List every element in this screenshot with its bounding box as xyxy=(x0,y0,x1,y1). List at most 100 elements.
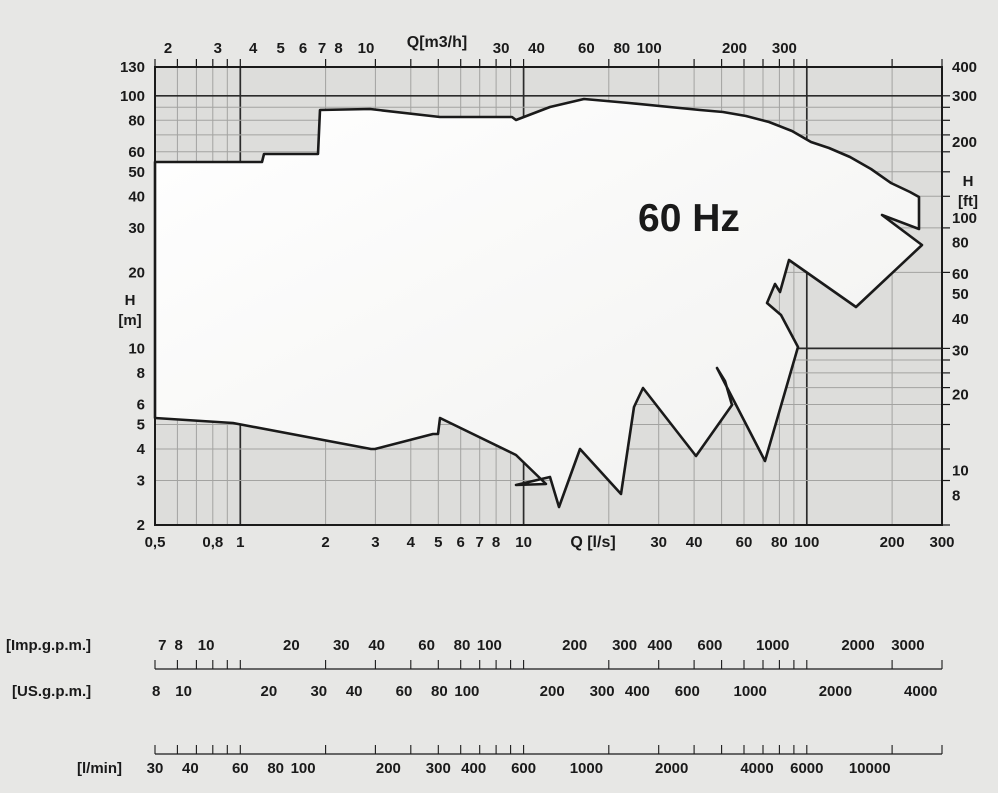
svg-text:1000: 1000 xyxy=(734,683,767,700)
svg-text:2000: 2000 xyxy=(841,637,874,654)
svg-text:1000: 1000 xyxy=(570,760,603,777)
svg-text:10: 10 xyxy=(515,534,532,551)
svg-text:60: 60 xyxy=(952,266,969,283)
svg-text:400: 400 xyxy=(625,683,650,700)
svg-text:6: 6 xyxy=(137,397,145,414)
svg-text:10: 10 xyxy=(175,683,192,700)
svg-text:100: 100 xyxy=(637,40,662,57)
svg-text:30: 30 xyxy=(128,220,145,237)
svg-text:200: 200 xyxy=(376,760,401,777)
svg-text:8: 8 xyxy=(492,534,500,551)
svg-text:100: 100 xyxy=(120,88,145,105)
svg-text:60: 60 xyxy=(736,534,753,551)
svg-text:50: 50 xyxy=(128,164,145,181)
svg-text:30: 30 xyxy=(493,40,510,57)
svg-text:100: 100 xyxy=(477,637,502,654)
svg-text:[US.g.p.m.]: [US.g.p.m.] xyxy=(12,683,91,700)
svg-text:H: H xyxy=(963,173,974,190)
svg-text:Q[m3/h]: Q[m3/h] xyxy=(407,34,467,51)
svg-text:100: 100 xyxy=(291,760,316,777)
svg-text:5: 5 xyxy=(137,417,145,434)
svg-text:60: 60 xyxy=(418,637,435,654)
svg-text:60: 60 xyxy=(232,760,249,777)
svg-text:600: 600 xyxy=(697,637,722,654)
svg-text:200: 200 xyxy=(880,534,905,551)
svg-text:20: 20 xyxy=(128,264,145,281)
svg-text:40: 40 xyxy=(368,637,385,654)
svg-text:30: 30 xyxy=(333,637,350,654)
svg-text:6: 6 xyxy=(299,40,307,57)
svg-text:2000: 2000 xyxy=(655,760,688,777)
svg-text:300: 300 xyxy=(590,683,615,700)
svg-text:30: 30 xyxy=(147,760,164,777)
svg-text:300: 300 xyxy=(952,88,977,105)
svg-text:4000: 4000 xyxy=(740,760,773,777)
svg-text:4: 4 xyxy=(249,40,258,57)
svg-text:10: 10 xyxy=(358,40,375,57)
svg-text:10: 10 xyxy=(952,463,969,480)
svg-text:0,8: 0,8 xyxy=(202,534,223,551)
svg-text:5: 5 xyxy=(277,40,285,57)
svg-text:3: 3 xyxy=(137,473,145,490)
svg-text:2: 2 xyxy=(137,517,145,534)
svg-text:0,5: 0,5 xyxy=(145,534,166,551)
svg-text:[Imp.g.p.m.]: [Imp.g.p.m.] xyxy=(6,637,91,654)
svg-text:80: 80 xyxy=(613,40,630,57)
svg-text:2: 2 xyxy=(321,534,329,551)
svg-text:200: 200 xyxy=(952,134,977,151)
svg-text:7: 7 xyxy=(318,40,326,57)
svg-text:10: 10 xyxy=(198,637,215,654)
svg-text:4: 4 xyxy=(137,441,146,458)
svg-text:80: 80 xyxy=(771,534,788,551)
svg-text:40: 40 xyxy=(128,188,145,205)
svg-text:30: 30 xyxy=(310,683,327,700)
svg-text:3: 3 xyxy=(214,40,222,57)
svg-text:20: 20 xyxy=(261,683,278,700)
svg-text:[m]: [m] xyxy=(118,312,141,329)
svg-text:200: 200 xyxy=(540,683,565,700)
svg-text:300: 300 xyxy=(426,760,451,777)
svg-text:60 Hz: 60 Hz xyxy=(638,197,740,240)
svg-text:10000: 10000 xyxy=(849,760,891,777)
svg-text:50: 50 xyxy=(952,286,969,303)
svg-text:10: 10 xyxy=(128,340,145,357)
svg-text:30: 30 xyxy=(952,343,969,360)
svg-text:1000: 1000 xyxy=(756,637,789,654)
svg-text:80: 80 xyxy=(952,235,969,252)
svg-text:8: 8 xyxy=(152,683,160,700)
svg-text:2000: 2000 xyxy=(819,683,852,700)
svg-text:8: 8 xyxy=(334,40,342,57)
svg-text:400: 400 xyxy=(461,760,486,777)
svg-text:80: 80 xyxy=(128,112,145,129)
svg-text:[ft]: [ft] xyxy=(958,193,978,210)
svg-text:3000: 3000 xyxy=(891,637,924,654)
svg-text:5: 5 xyxy=(434,534,442,551)
svg-text:200: 200 xyxy=(562,637,587,654)
svg-text:4: 4 xyxy=(407,534,416,551)
svg-text:100: 100 xyxy=(794,534,819,551)
svg-text:8: 8 xyxy=(137,365,145,382)
svg-text:H: H xyxy=(125,292,136,309)
svg-text:2: 2 xyxy=(164,40,172,57)
svg-text:8: 8 xyxy=(175,637,183,654)
svg-text:60: 60 xyxy=(578,40,595,57)
svg-text:80: 80 xyxy=(431,683,448,700)
svg-text:[l/min]: [l/min] xyxy=(77,760,122,777)
svg-text:60: 60 xyxy=(128,144,145,161)
svg-text:7: 7 xyxy=(158,637,166,654)
svg-text:80: 80 xyxy=(454,637,471,654)
svg-text:60: 60 xyxy=(396,683,413,700)
svg-text:40: 40 xyxy=(686,534,703,551)
svg-text:40: 40 xyxy=(952,311,969,328)
svg-text:130: 130 xyxy=(120,59,145,76)
svg-text:1: 1 xyxy=(236,534,244,551)
svg-text:3: 3 xyxy=(371,534,379,551)
svg-text:40: 40 xyxy=(528,40,545,57)
svg-text:80: 80 xyxy=(267,760,284,777)
svg-text:4000: 4000 xyxy=(904,683,937,700)
svg-text:7: 7 xyxy=(476,534,484,551)
svg-text:40: 40 xyxy=(346,683,363,700)
svg-text:300: 300 xyxy=(929,534,954,551)
svg-text:600: 600 xyxy=(675,683,700,700)
svg-text:30: 30 xyxy=(650,534,667,551)
